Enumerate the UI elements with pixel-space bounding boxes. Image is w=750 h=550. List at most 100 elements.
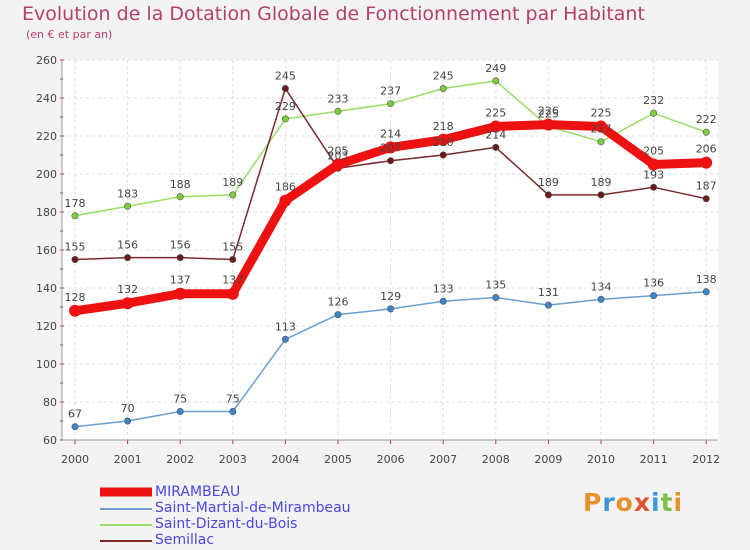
data-label-saint-dizant-du-bois: 189 bbox=[222, 176, 243, 189]
data-label-saint-martial-de-mirambeau: 75 bbox=[173, 393, 187, 406]
data-label-mirambeau: 226 bbox=[538, 105, 559, 118]
data-point-mirambeau bbox=[332, 158, 344, 171]
x-tick-label: 2002 bbox=[166, 453, 194, 466]
logo-letter: i bbox=[651, 488, 661, 517]
chart-subtitle: (en € et par an) bbox=[26, 28, 113, 41]
data-point-saint-dizant-du-bois bbox=[71, 212, 79, 220]
data-label-semillac: 189 bbox=[538, 176, 559, 189]
data-label-saint-dizant-du-bois: 217 bbox=[591, 123, 612, 136]
data-label-mirambeau: 206 bbox=[696, 143, 717, 156]
data-point-semillac bbox=[544, 191, 552, 199]
data-label-mirambeau: 128 bbox=[65, 291, 86, 304]
axis-layer: 60 80 100 120 140 160 180 200 220 240 260 2000 2001 2… bbox=[36, 54, 720, 466]
data-point-mirambeau bbox=[384, 141, 397, 154]
data-label-saint-dizant-du-bois: 222 bbox=[696, 113, 717, 126]
data-point-mirambeau bbox=[69, 304, 81, 317]
logo-letter: i bbox=[673, 488, 684, 517]
logo-letter: t bbox=[660, 488, 674, 517]
x-tick-label: 2010 bbox=[587, 453, 615, 466]
data-point-semillac bbox=[124, 254, 132, 262]
data-label-mirambeau: 137 bbox=[170, 274, 191, 287]
label-layer: 67 70 75 75 113 126 129 133 135 131 134 136 138 178 18… bbox=[65, 62, 717, 421]
data-point-saint-martial-de-mirambeau bbox=[492, 293, 500, 301]
data-label-saint-martial-de-mirambeau: 113 bbox=[275, 320, 296, 333]
data-point-saint-dizant-du-bois bbox=[124, 202, 132, 210]
data-point-saint-dizant-du-bois bbox=[597, 138, 605, 146]
data-label-semillac: 189 bbox=[591, 176, 612, 189]
data-label-saint-martial-de-mirambeau: 67 bbox=[68, 408, 82, 421]
data-label-semillac: 156 bbox=[117, 239, 138, 252]
data-label-saint-martial-de-mirambeau: 136 bbox=[643, 277, 664, 290]
data-label-mirambeau: 214 bbox=[380, 127, 401, 140]
data-point-saint-martial-de-mirambeau bbox=[387, 305, 395, 313]
data-label-mirambeau: 186 bbox=[275, 181, 296, 194]
data-label-semillac: 187 bbox=[696, 180, 717, 193]
x-tick-label: 2006 bbox=[377, 453, 405, 466]
data-label-semillac: 193 bbox=[643, 168, 664, 181]
data-label-saint-dizant-du-bois: 237 bbox=[380, 85, 401, 98]
data-point-saint-martial-de-mirambeau bbox=[71, 423, 79, 431]
data-label-semillac: 156 bbox=[170, 239, 191, 252]
logo-letter: r bbox=[602, 488, 616, 517]
data-point-saint-dizant-du-bois bbox=[387, 100, 395, 108]
legend-item-saint-dizant: Saint-Dizant-du-Bois bbox=[100, 516, 360, 532]
data-point-mirambeau bbox=[489, 120, 502, 133]
data-label-saint-martial-de-mirambeau: 75 bbox=[226, 393, 240, 406]
data-point-mirambeau bbox=[700, 156, 713, 169]
legend-item-semillac: Semillac bbox=[100, 532, 360, 548]
logo-letter: x bbox=[633, 488, 651, 517]
data-label-saint-martial-de-mirambeau: 134 bbox=[591, 280, 612, 293]
legend-label-saint-martial: Saint-Martial-de-Mirambeau bbox=[155, 500, 351, 516]
legend-label-semillac: Semillac bbox=[155, 532, 215, 548]
y-tick-label: 180 bbox=[36, 206, 57, 219]
data-label-mirambeau: 205 bbox=[328, 145, 349, 158]
data-label-mirambeau: 137 bbox=[222, 274, 243, 287]
logo-letter: P bbox=[583, 488, 603, 517]
data-label-mirambeau: 205 bbox=[643, 145, 664, 158]
grid-layer bbox=[62, 59, 718, 441]
data-point-semillac bbox=[176, 254, 184, 262]
data-label-saint-martial-de-mirambeau: 135 bbox=[485, 279, 506, 292]
proxiti-logo: Proxiti bbox=[583, 488, 683, 517]
legend-label-mirambeau: MIRAMBEAU bbox=[155, 484, 241, 500]
y-tick-label: 220 bbox=[36, 130, 57, 143]
data-label-saint-martial-de-mirambeau: 70 bbox=[121, 402, 135, 415]
data-label-saint-martial-de-mirambeau: 131 bbox=[538, 286, 559, 299]
data-label-semillac: 203 bbox=[328, 149, 349, 162]
data-point-saint-martial-de-mirambeau bbox=[229, 407, 237, 415]
legend-item-saint-martial: Saint-Martial-de-Mirambeau bbox=[100, 500, 360, 516]
data-point-semillac bbox=[492, 143, 500, 151]
legend-swatch-saint-martial bbox=[100, 508, 152, 510]
y-tick-label: 200 bbox=[36, 168, 57, 181]
data-point-saint-dizant-du-bois bbox=[492, 77, 500, 85]
data-point-saint-dizant-du-bois bbox=[176, 193, 184, 201]
data-point-mirambeau bbox=[437, 133, 450, 146]
y-tick-label: 80 bbox=[43, 396, 57, 409]
data-point-mirambeau bbox=[279, 194, 292, 207]
x-tick-label: 2004 bbox=[271, 453, 299, 466]
series-layer bbox=[69, 77, 713, 431]
data-point-saint-martial-de-mirambeau bbox=[334, 311, 342, 319]
data-label-saint-dizant-du-bois: 188 bbox=[170, 178, 191, 191]
x-tick-label: 2012 bbox=[692, 453, 720, 466]
data-point-saint-dizant-du-bois bbox=[650, 109, 658, 117]
data-point-saint-martial-de-mirambeau bbox=[597, 295, 605, 303]
data-label-saint-dizant-du-bois: 245 bbox=[433, 70, 454, 83]
y-tick-label: 160 bbox=[36, 244, 57, 257]
data-label-saint-dizant-du-bois: 178 bbox=[65, 197, 86, 210]
legend-label-saint-dizant: Saint-Dizant-du-Bois bbox=[155, 516, 298, 532]
data-point-saint-martial-de-mirambeau bbox=[124, 417, 132, 425]
x-tick-label: 2011 bbox=[640, 453, 668, 466]
y-tick-label: 120 bbox=[36, 320, 57, 333]
data-label-mirambeau: 225 bbox=[591, 107, 612, 120]
data-label-semillac: 214 bbox=[485, 128, 506, 141]
y-tick-label: 240 bbox=[36, 92, 57, 105]
y-tick-label: 60 bbox=[43, 434, 57, 447]
data-point-saint-martial-de-mirambeau bbox=[439, 297, 447, 305]
x-tick-label: 2005 bbox=[324, 453, 352, 466]
legend-swatch-semillac bbox=[100, 540, 152, 542]
data-point-semillac bbox=[71, 255, 79, 263]
x-tick-label: 2009 bbox=[534, 453, 562, 466]
data-point-semillac bbox=[387, 157, 395, 165]
data-point-saint-dizant-du-bois bbox=[281, 115, 289, 123]
